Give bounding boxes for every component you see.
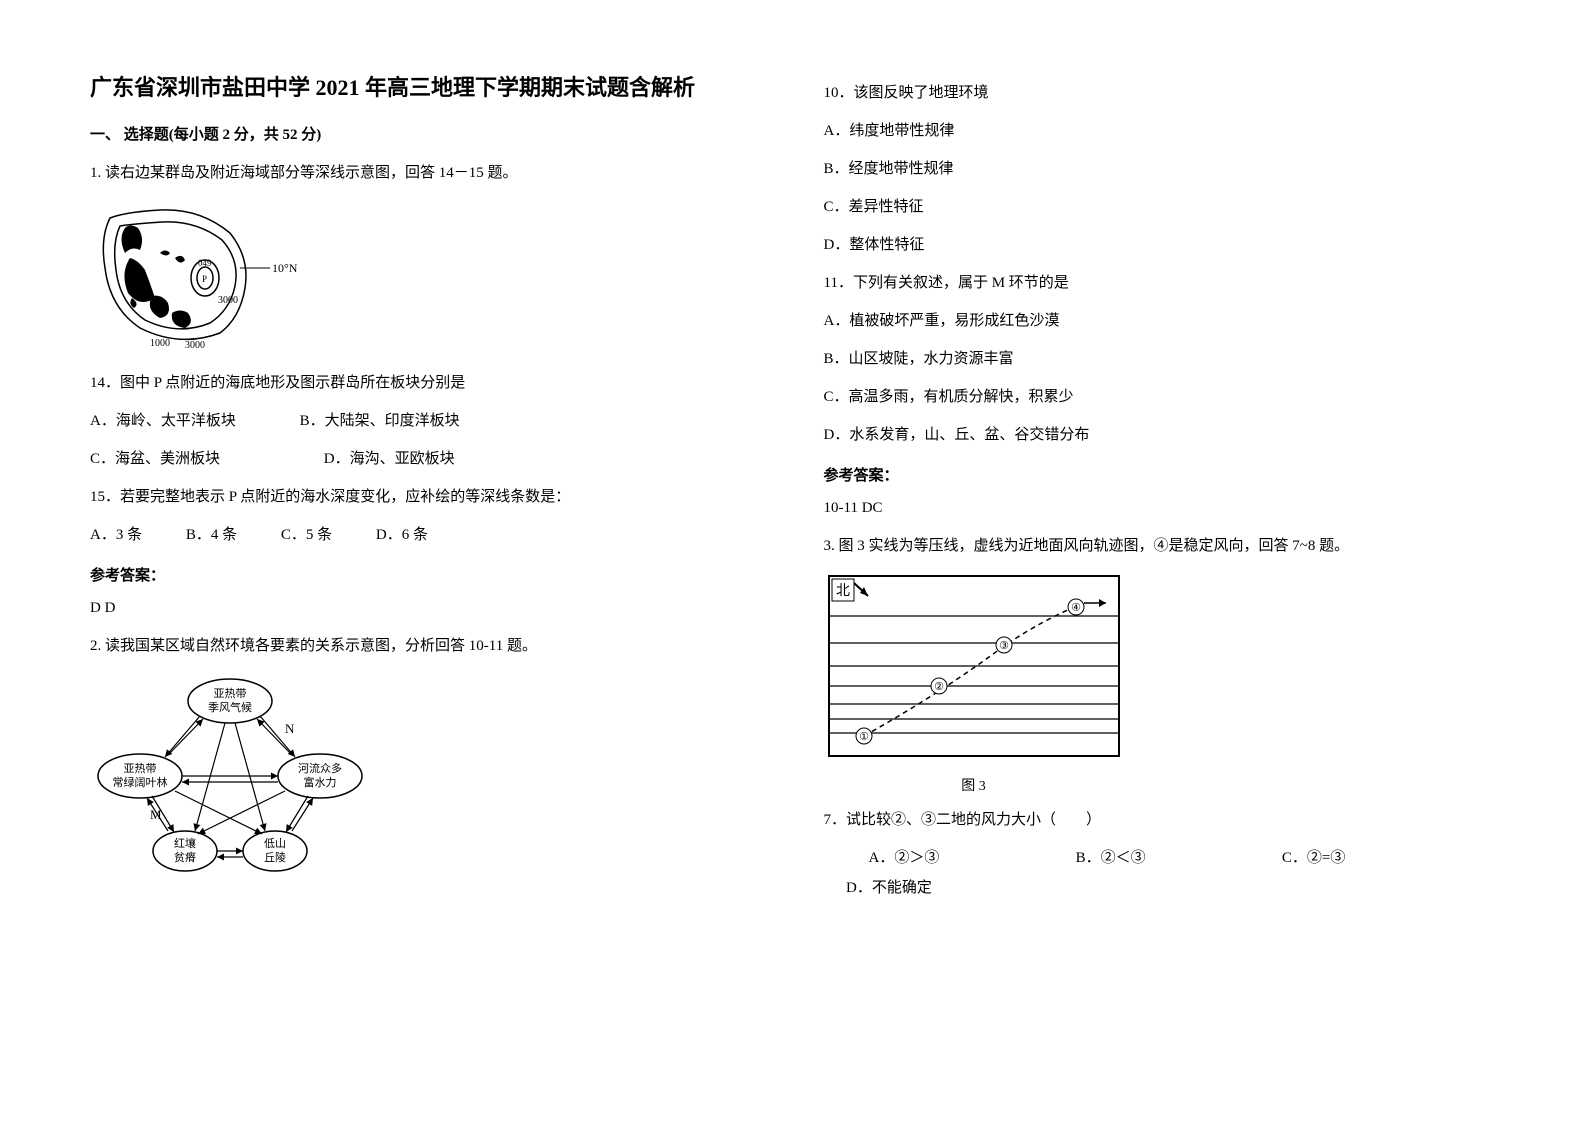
q15-opt-b: B．4 条: [186, 520, 237, 550]
svg-text:富水力: 富水力: [304, 775, 337, 789]
svg-text:河流众多: 河流众多: [298, 761, 342, 775]
q11-opt-d: D．水系发育，山、丘、盆、谷交错分布: [824, 420, 1498, 450]
q7-options: A．②＞③ B．②＜③ C．②=③ D．不能确定: [824, 843, 1498, 903]
q7-opt-c: C．②=③: [1259, 843, 1345, 873]
q1-figure: P 10°N 049 3000 1000 3000: [90, 198, 764, 358]
q10-opt-a: A．纬度地带性规律: [824, 116, 1498, 146]
svg-text:①: ①: [859, 731, 869, 743]
right-column: 10．该图反映了地理环境 A．纬度地带性规律 B．经度地带性规律 C．差异性特征…: [794, 70, 1498, 1082]
q11-text: 11．下列有关叙述，属于 M 环节的是: [824, 268, 1498, 298]
q14-opt-c: C．海盆、美洲板块: [90, 444, 220, 474]
svg-text:M: M: [150, 807, 162, 822]
left-column: 广东省深圳市盐田中学 2021 年高三地理下学期期末试题含解析 一、 选择题(每…: [90, 70, 794, 1082]
q1-answer-head: 参考答案：: [90, 564, 764, 585]
section-heading: 一、 选择题(每小题 2 分，共 52 分): [90, 123, 764, 144]
lat-label: 10°N: [272, 261, 298, 275]
q10-opt-b: B．经度地带性规律: [824, 154, 1498, 184]
q10-opt-c: C．差异性特征: [824, 192, 1498, 222]
svg-text:低山: 低山: [264, 837, 286, 850]
svg-text:季风气候: 季风气候: [208, 700, 252, 714]
q11-opt-a: A．植被破坏严重，易形成红色沙漠: [824, 306, 1498, 336]
q14-text: 14．图中 P 点附近的海底地形及图示群岛所在板块分别是: [90, 368, 764, 398]
exam-page: 广东省深圳市盐田中学 2021 年高三地理下学期期末试题含解析 一、 选择题(每…: [0, 0, 1587, 1122]
q7-text: 7．试比较②、③二地的风力大小（ ）: [824, 805, 1498, 835]
svg-text:3000: 3000: [218, 295, 238, 306]
q2-stem: 2. 读我国某区域自然环境各要素的关系示意图，分析回答 10-11 题。: [90, 631, 764, 661]
q1-stem: 1. 读右边某群岛及附近海域部分等深线示意图，回答 14－15 题。: [90, 158, 764, 188]
svg-text:③: ③: [999, 640, 1009, 652]
q3-figure: 北 ① ② ③ ④: [824, 571, 1498, 795]
q14-options-row1: A．海岭、太平洋板块 B．大陆架、印度洋板块: [90, 406, 764, 436]
svg-text:常绿阔叶林: 常绿阔叶林: [113, 775, 168, 789]
q14-opt-a: A．海岭、太平洋板块: [90, 406, 236, 436]
q1-answer: D D: [90, 593, 764, 623]
q7-opt-a: A．②＞③: [846, 843, 939, 873]
svg-text:049: 049: [198, 258, 212, 268]
fig3-caption: 图 3: [824, 775, 1124, 795]
q2-answer-head: 参考答案：: [824, 464, 1498, 485]
q14-opt-b: B．大陆架、印度洋板块: [300, 406, 460, 436]
svg-text:②: ②: [934, 681, 944, 693]
page-title: 广东省深圳市盐田中学 2021 年高三地理下学期期末试题含解析: [90, 70, 764, 105]
q2-answer: 10-11 DC: [824, 493, 1498, 523]
q15-options: A．3 条 B．4 条 C．5 条 D．6 条: [90, 520, 764, 550]
svg-text:1000: 1000: [150, 338, 170, 349]
q10-text: 10．该图反映了地理环境: [824, 78, 1498, 108]
q7-opt-d: D．不能确定: [824, 873, 932, 903]
svg-text:亚热带: 亚热带: [124, 762, 157, 775]
svg-text:3000: 3000: [185, 340, 205, 351]
svg-text:红壤: 红壤: [174, 836, 196, 850]
svg-text:P: P: [202, 274, 207, 284]
q15-opt-d: D．6 条: [376, 520, 428, 550]
svg-text:④: ④: [1071, 602, 1081, 614]
q14-options-row2: C．海盆、美洲板块 D．海沟、亚欧板块: [90, 444, 764, 474]
svg-text:亚热带: 亚热带: [214, 687, 247, 700]
q11-opt-b: B．山区坡陡，水力资源丰富: [824, 344, 1498, 374]
q15-opt-a: A．3 条: [90, 520, 142, 550]
q2-figure: 亚热带 季风气候 亚热带 常绿阔叶林 河流众多 富水力 红壤 贫瘠 低山 丘陵: [90, 671, 764, 881]
svg-text:贫瘠: 贫瘠: [174, 850, 196, 864]
q15-text: 15．若要完整地表示 P 点附近的海水深度变化，应补绘的等深线条数是：: [90, 482, 764, 512]
svg-text:北: 北: [836, 583, 850, 599]
q7-opt-b: B．②＜③: [1053, 843, 1146, 873]
q14-opt-d: D．海沟、亚欧板块: [324, 444, 455, 474]
q10-opt-d: D．整体性特征: [824, 230, 1498, 260]
svg-text:丘陵: 丘陵: [264, 851, 286, 864]
q15-opt-c: C．5 条: [281, 520, 332, 550]
q11-opt-c: C．高温多雨，有机质分解快，积累少: [824, 382, 1498, 412]
q3-stem: 3. 图 3 实线为等压线，虚线为近地面风向轨迹图，④是稳定风向，回答 7~8 …: [824, 531, 1498, 561]
svg-text:N: N: [285, 721, 295, 736]
